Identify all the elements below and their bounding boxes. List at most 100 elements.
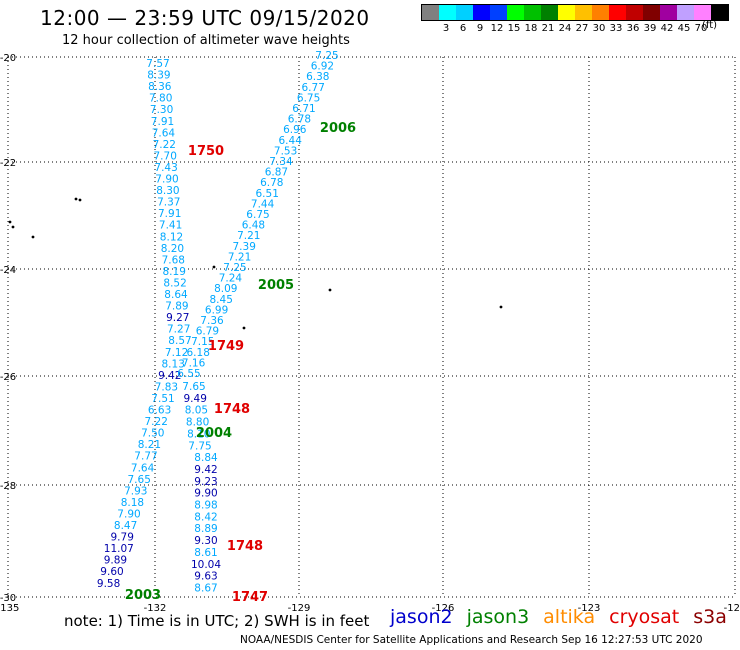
swh-value: 6.44 (279, 135, 303, 147)
island-marker (78, 198, 82, 202)
satellite-altika: altika (543, 606, 596, 628)
legend-swatch (660, 5, 677, 20)
swh-value: 6.38 (306, 71, 329, 83)
pass-label: 2004 (196, 426, 232, 441)
lat-label: -30 (0, 593, 16, 604)
legend-label: 70 (694, 23, 708, 34)
lat-label: -24 (0, 265, 16, 276)
swh-value: 9.60 (100, 566, 123, 578)
island-marker (242, 326, 246, 330)
pass-label: 1747 (232, 590, 268, 605)
swh-value: 6.63 (148, 405, 171, 417)
lat-label: -20 (0, 53, 16, 64)
swh-value: 7.30 (150, 104, 173, 116)
swh-value: 7.43 (154, 162, 177, 174)
swh-value: 8.12 (160, 231, 183, 243)
swh-value: 7.91 (158, 208, 181, 220)
pass-label: 1748 (214, 402, 250, 417)
swh-value: 8.45 (210, 294, 233, 306)
legend-label: 9 (476, 23, 484, 34)
legend-swatch (456, 5, 473, 20)
swh-value: 9.90 (194, 488, 217, 500)
swh-value: 7.77 (134, 451, 157, 463)
swh-value: 8.20 (161, 243, 184, 255)
swh-value: 6.51 (256, 188, 279, 200)
swh-value: 8.13 (162, 358, 185, 370)
legend-label: 24 (558, 23, 572, 34)
satellite-jason3: jason3 (466, 606, 530, 628)
swh-value: 7.53 (274, 145, 297, 157)
swh-value: 8.84 (194, 452, 218, 464)
swh-value: 7.57 (146, 58, 169, 70)
swh-value: 8.89 (194, 523, 217, 535)
swh-value: 7.93 (124, 485, 147, 497)
swh-value: 7.65 (182, 381, 205, 393)
swh-value: 8.19 (163, 266, 186, 278)
legend-swatch (609, 5, 626, 20)
swh-value: 8.52 (163, 277, 186, 289)
legend-swatch (490, 5, 507, 20)
swh-value: 7.70 (154, 150, 177, 162)
satellite-cryosat: cryosat (609, 606, 680, 628)
legend-unit: (ft) (702, 20, 718, 31)
swh-value: 7.16 (182, 357, 206, 369)
swh-value: 8.21 (138, 439, 161, 451)
satellite-legend: jason2 jason3 altika cryosat s3a (390, 606, 740, 628)
legend-swatch (592, 5, 609, 20)
swh-value: 8.18 (121, 497, 144, 509)
credit-line: NOAA/NESDIS Center for Satellite Applica… (240, 634, 703, 646)
pass-label: 2006 (320, 121, 356, 136)
swh-value: 6.92 (311, 61, 334, 73)
swh-value: 7.90 (117, 508, 140, 520)
color-legend: 3 6 9 12 15 18 21 24 27 30 33 36 39 42 45 70 (421, 4, 729, 35)
island-marker (74, 197, 78, 201)
swh-value: 9.23 (194, 476, 217, 488)
island-marker (8, 220, 12, 224)
swh-value: 7.83 (155, 381, 178, 393)
swh-value: 9.79 (111, 532, 134, 544)
swh-value: 6.87 (265, 167, 288, 179)
swh-value: 7.25 (223, 262, 246, 274)
lon-label: -132 (144, 603, 167, 614)
legend-label: 3 (442, 23, 450, 34)
swh-value: 9.42 (158, 370, 181, 382)
swh-value: 7.15 (191, 336, 214, 348)
island-marker (499, 305, 503, 309)
swh-value: 8.64 (164, 289, 188, 301)
swh-value: 6.18 (187, 347, 210, 359)
legend-swatch (524, 5, 541, 20)
swh-value: 8.67 (194, 582, 217, 594)
swh-value: 7.89 (165, 301, 188, 313)
swh-value: 7.91 (151, 116, 174, 128)
satellite-s3a: s3a (693, 606, 727, 628)
swh-value: 7.44 (251, 198, 275, 210)
legend-label: 12 (490, 23, 504, 34)
swh-value: 7.75 (188, 440, 211, 452)
swh-value: 7.51 (151, 393, 174, 405)
legend-swatch (626, 5, 643, 20)
pass-label: 2003 (125, 588, 161, 603)
swh-value: 8.80 (186, 417, 209, 429)
lon-label: -123 (578, 603, 601, 614)
legend-swatch (422, 5, 439, 20)
pass-label: 1750 (188, 144, 224, 159)
legend-swatch (558, 5, 575, 20)
swh-value: 8.05 (185, 405, 208, 417)
legend-swatch (643, 5, 660, 20)
swh-value: 7.50 (141, 428, 164, 440)
lon-label: -135 (0, 603, 19, 614)
swh-value: 6.77 (302, 82, 325, 94)
swh-value: 7.80 (149, 93, 172, 105)
page-subtitle: 12 hour collection of altimeter wave hei… (62, 33, 350, 48)
swh-value: 8.98 (194, 500, 217, 512)
legend-swatch (694, 5, 711, 20)
swh-value: 7.64 (131, 462, 155, 474)
legend-labels: 3 6 9 12 15 18 21 24 27 30 33 36 39 42 45 70 (421, 21, 729, 35)
swh-value: 8.42 (194, 511, 217, 523)
swh-value: 7.68 (162, 254, 185, 266)
legend-label: 18 (524, 23, 538, 34)
legend-swatch (541, 5, 558, 20)
swh-value: 9.58 (97, 578, 120, 590)
pass-label: 2005 (258, 278, 294, 293)
